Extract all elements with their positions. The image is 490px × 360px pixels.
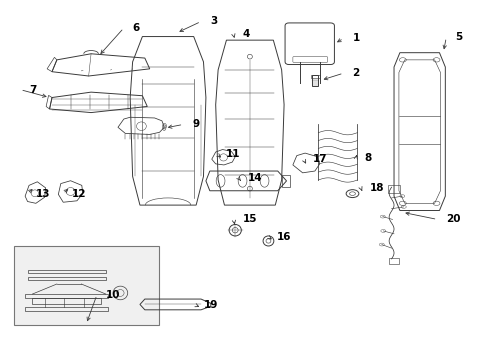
Text: 6: 6: [133, 23, 140, 33]
Text: 15: 15: [243, 215, 257, 224]
Text: 2: 2: [352, 68, 360, 78]
Text: 5: 5: [455, 32, 463, 42]
Bar: [25, 307, 108, 311]
Text: 12: 12: [72, 189, 86, 199]
Bar: [27, 277, 106, 280]
Text: 14: 14: [247, 173, 262, 183]
Text: 1: 1: [352, 33, 360, 43]
Bar: [311, 75, 320, 78]
Text: 9: 9: [192, 120, 199, 129]
Text: 19: 19: [203, 300, 218, 310]
Text: 17: 17: [313, 154, 327, 164]
Text: 18: 18: [369, 183, 384, 193]
Text: 13: 13: [36, 189, 50, 199]
Bar: [388, 185, 400, 193]
Text: 4: 4: [242, 29, 249, 39]
Bar: [313, 75, 318, 86]
Bar: [14, 246, 159, 325]
Text: 10: 10: [106, 290, 120, 300]
Bar: [27, 270, 106, 273]
Text: 3: 3: [210, 17, 217, 27]
Bar: [282, 175, 291, 187]
Text: 11: 11: [225, 149, 240, 159]
Bar: [389, 258, 399, 264]
Text: 7: 7: [29, 85, 36, 95]
Text: 8: 8: [365, 153, 372, 163]
Bar: [32, 298, 101, 304]
Bar: [25, 294, 108, 298]
Text: 16: 16: [277, 232, 291, 242]
Text: 20: 20: [446, 215, 461, 224]
